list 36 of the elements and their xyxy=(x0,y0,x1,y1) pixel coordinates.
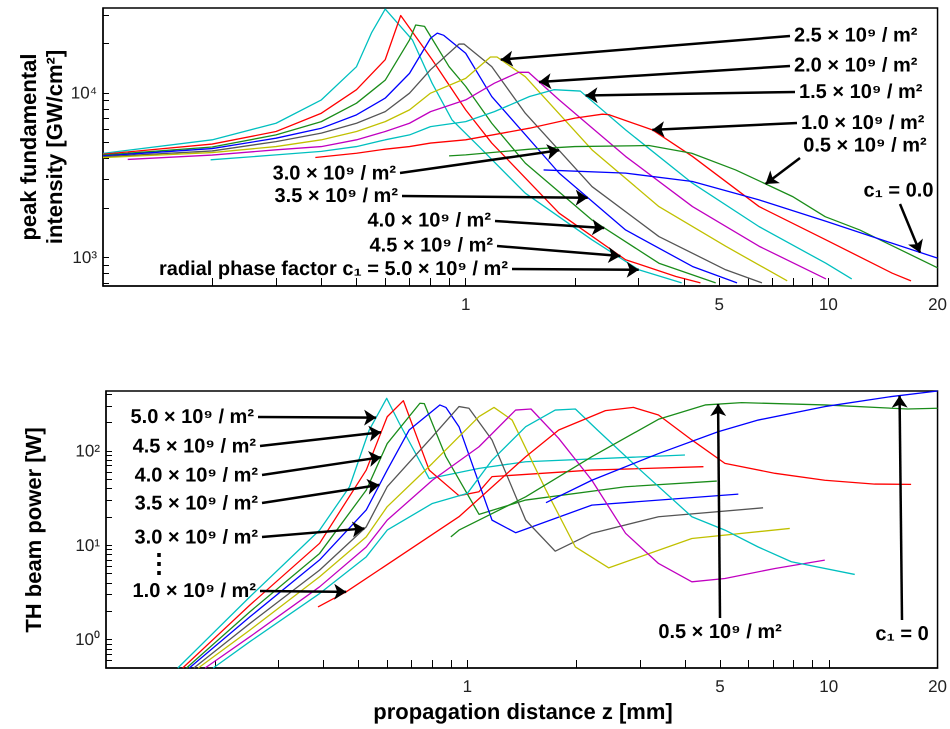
y-tick-label: 10³ xyxy=(72,248,98,267)
annotation: radial phase factor c₁ = 5.0 × 10⁹ / m² xyxy=(158,258,508,280)
annotation: 3.5 × 10⁹ / m² xyxy=(274,184,398,207)
annotation: 2.5 × 10⁹ / m² xyxy=(794,24,918,47)
annotation: 4.5 × 10⁹ / m² xyxy=(370,234,494,257)
y-tick-label: 10² xyxy=(75,442,100,461)
annotation: 4.0 × 10⁹ / m² xyxy=(368,210,492,232)
annotation: c₁ = 0 xyxy=(875,623,929,645)
x-tick-label: 20 xyxy=(928,677,948,696)
annotation: 5.0 × 10⁹ / m² xyxy=(130,406,254,428)
x-tick-label: 10 xyxy=(819,677,838,696)
annotation: 0.5 × 10⁹ / m² xyxy=(658,621,782,643)
x-tick-label: 5 xyxy=(714,295,724,314)
annotation: 1.0 × 10⁹ / m² xyxy=(800,112,925,134)
annotation: 2.0 × 10⁹ / m² xyxy=(794,54,918,77)
y-axis-title: peak fundamental intensity [GW/cm²] xyxy=(16,48,68,246)
annotation: 4.5 × 10⁹ / m² xyxy=(132,435,256,458)
annotation: 0.5 × 10⁹ / m² xyxy=(803,134,927,157)
annotation: 3.0 × 10⁹ / m² xyxy=(134,526,258,548)
annotation: 1.5 × 10⁹ / m² xyxy=(799,80,923,103)
x-tick-label: 1 xyxy=(462,677,472,696)
y-tick-label: 10¹ xyxy=(75,536,100,555)
annotation: 3.0 × 10⁹ / m² xyxy=(272,162,396,185)
y-axis-title: TH beam power [W] xyxy=(21,426,47,634)
x-tick-label: 10 xyxy=(818,295,838,314)
x-tick-label: 20 xyxy=(928,295,948,314)
annotation: 1.0 × 10⁹ / m² xyxy=(132,580,256,602)
annotation: 3.5 × 10⁹ / m² xyxy=(134,492,258,515)
x-tick-label: 5 xyxy=(715,677,725,696)
x-axis-title: propagation distance z [mm] xyxy=(372,699,674,725)
y-tick-label: 10⁰ xyxy=(75,630,100,650)
annotation: ⋮ xyxy=(146,548,172,578)
x-tick-label: 1 xyxy=(460,295,470,314)
annotation: c₁ = 0.0 xyxy=(863,179,934,202)
annotation: 4.0 × 10⁹ / m² xyxy=(134,464,258,487)
y-tick-label: 10⁴ xyxy=(70,84,97,103)
